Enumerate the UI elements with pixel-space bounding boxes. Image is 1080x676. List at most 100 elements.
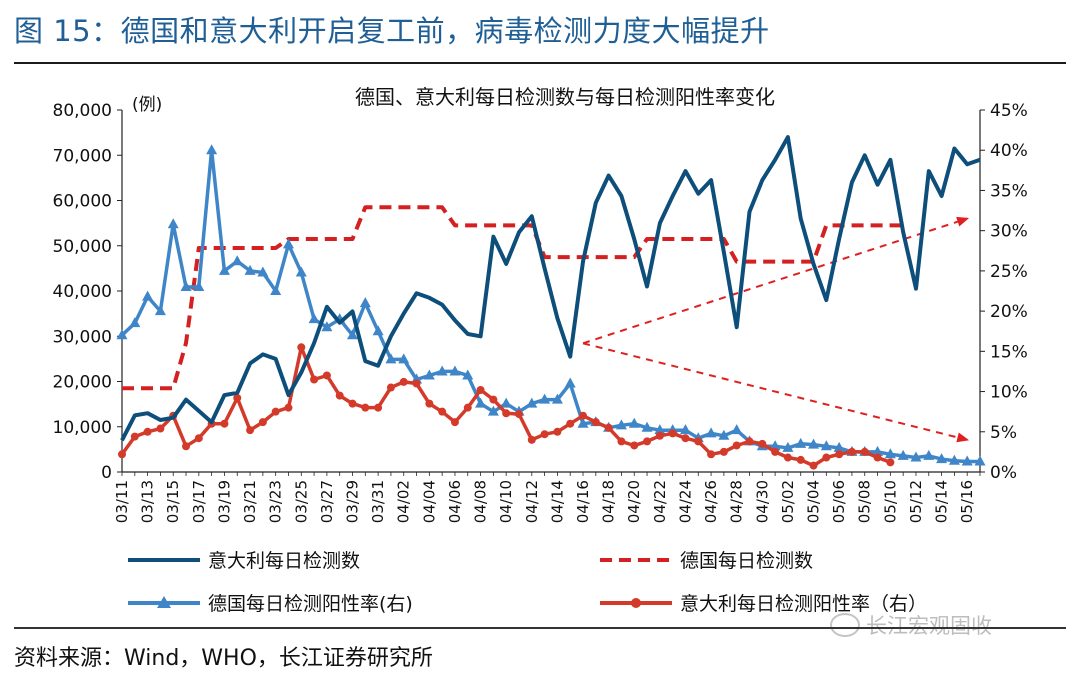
data-point — [681, 434, 690, 443]
left-tick-label: 50,000 — [53, 237, 112, 257]
data-point — [731, 424, 743, 435]
data-point — [500, 397, 512, 408]
figure-title: 图 15：德国和意大利开启复工前，病毒检测力度大幅提升 — [14, 14, 770, 48]
data-point — [438, 407, 447, 416]
data-point — [591, 418, 600, 427]
x-tick-label: 04/26 — [702, 480, 720, 523]
x-tick-label: 05/06 — [830, 480, 848, 523]
data-point — [310, 375, 319, 384]
annotations — [582, 216, 970, 443]
data-point — [668, 429, 677, 438]
data-point — [271, 407, 280, 416]
data-point — [641, 421, 653, 432]
series-layer — [116, 135, 986, 470]
data-point — [886, 458, 895, 467]
data-point — [450, 418, 459, 427]
x-tick-label: 03/31 — [369, 480, 387, 523]
x-tick-label: 04/14 — [548, 480, 566, 523]
data-point — [655, 431, 664, 440]
left-tick-label: 20,000 — [53, 373, 112, 393]
chart-title: 德国、意大利每日检测数与每日检测阳性率变化 — [355, 85, 775, 109]
data-point — [808, 438, 820, 449]
right-tick-label: 5% — [990, 423, 1017, 443]
legend-label: 德国每日检测数 — [680, 550, 813, 572]
data-point — [628, 417, 640, 428]
data-point — [514, 410, 523, 419]
x-tick-label: 05/12 — [907, 480, 925, 523]
data-point — [910, 451, 922, 462]
legend-item: 德国每日检测阳性率(右) — [128, 593, 413, 615]
series-1 — [122, 205, 904, 391]
right-tick-label: 40% — [990, 141, 1028, 161]
data-point — [143, 427, 152, 436]
right-tick-label: 10% — [990, 383, 1028, 403]
data-point — [206, 144, 218, 155]
data-point — [707, 450, 716, 459]
legend-label: 意大利每日检测阳性率（右） — [680, 593, 927, 615]
legend-label: 德国每日检测阳性率(右) — [208, 593, 413, 615]
x-tick-label: 04/30 — [753, 480, 771, 523]
data-point — [398, 353, 410, 364]
data-point — [694, 437, 703, 446]
data-point — [425, 399, 434, 408]
x-tick-label: 05/02 — [779, 480, 797, 523]
data-point — [462, 369, 474, 380]
data-point — [564, 377, 576, 388]
data-point — [923, 449, 935, 460]
data-point — [604, 423, 613, 432]
data-point — [359, 297, 371, 308]
data-point — [833, 441, 845, 452]
data-point — [974, 455, 986, 466]
data-point — [348, 399, 357, 408]
data-point — [769, 440, 781, 451]
axes: 0 10,000 20,000 30,000 40,000 50,000 60,000 70,… — [53, 101, 1028, 523]
data-point — [374, 403, 383, 412]
data-point — [412, 379, 421, 388]
data-point — [796, 455, 805, 464]
data-point — [771, 447, 780, 456]
legend-item: 意大利每日检测数 — [128, 550, 360, 572]
data-point — [566, 419, 575, 428]
right-tick-label: 20% — [990, 302, 1028, 322]
left-tick-label: 30,000 — [53, 327, 112, 347]
data-point — [961, 455, 973, 466]
data-point — [822, 453, 831, 462]
data-point — [372, 325, 384, 336]
data-point — [386, 383, 395, 392]
data-point — [476, 385, 485, 394]
wechat-icon — [830, 613, 860, 637]
watermark: 长江宏观固收 — [830, 610, 992, 640]
data-point — [182, 442, 191, 451]
data-point — [948, 454, 960, 465]
trend-arrow — [582, 342, 970, 443]
legend-marker — [157, 596, 171, 608]
x-tick-label: 04/10 — [497, 480, 515, 523]
data-point — [270, 285, 282, 295]
x-tick-label: 05/16 — [958, 480, 976, 523]
data-point — [758, 439, 767, 448]
data-point — [795, 437, 807, 448]
data-point — [615, 419, 627, 430]
data-point — [540, 430, 549, 439]
data-point — [142, 290, 154, 301]
x-tick-label: 04/12 — [523, 480, 541, 523]
data-point — [502, 409, 511, 418]
data-point — [129, 317, 141, 328]
data-point — [897, 449, 909, 460]
data-point — [872, 445, 884, 456]
data-point — [539, 393, 551, 404]
data-point — [180, 280, 192, 291]
data-point — [308, 313, 320, 324]
legend-label: 意大利每日检测数 — [208, 550, 360, 572]
trend-arrow — [582, 216, 970, 345]
x-tick-label: 03/25 — [292, 480, 310, 523]
x-tick-label: 03/23 — [267, 480, 285, 523]
left-tick-label: 70,000 — [53, 146, 112, 166]
data-point — [719, 447, 728, 456]
x-tick-label: 05/10 — [881, 480, 899, 523]
data-point — [551, 393, 563, 404]
data-point — [553, 427, 562, 436]
data-point — [423, 369, 435, 380]
x-tick-label: 04/24 — [676, 480, 694, 523]
data-point — [489, 395, 498, 404]
